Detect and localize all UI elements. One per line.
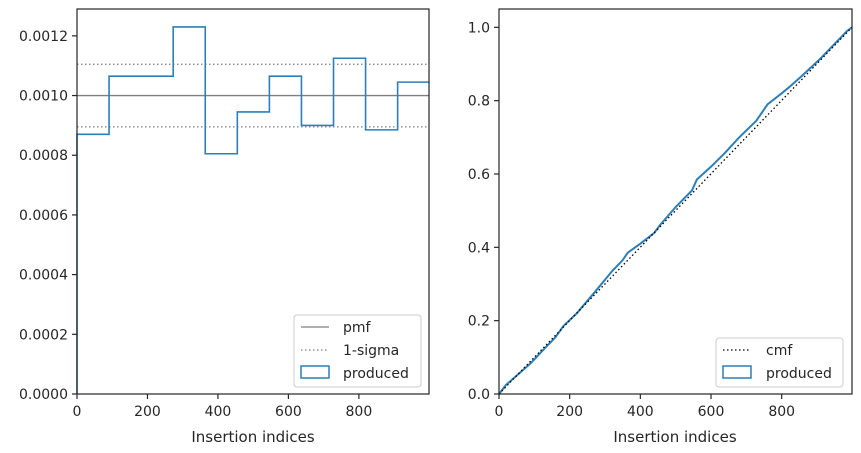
y-tick-label: 0.6 bbox=[468, 167, 490, 183]
pmf-plot: 0 200 400 600 800 0.0000 0.0002 0.0004 0.0006 0.0… bbox=[19, 8, 430, 446]
left-legend-box bbox=[293, 314, 422, 388]
x-tick-label: 400 bbox=[205, 404, 232, 420]
right-x-axis-label: Insertion indices bbox=[613, 428, 736, 446]
x-tick-label: 800 bbox=[346, 404, 373, 420]
legend-produced-swatch bbox=[300, 365, 330, 379]
produced-cumulative-line bbox=[498, 26, 853, 395]
cmf-line bbox=[498, 26, 853, 395]
legend-produced-label: produced bbox=[343, 366, 409, 382]
left-series-layer bbox=[76, 26, 429, 394]
y-tick-label: 0.0000 bbox=[19, 387, 68, 403]
y-tick-label: 0.0004 bbox=[19, 268, 68, 284]
legend-pmf-label: pmf bbox=[343, 320, 372, 336]
left-plot-frame bbox=[76, 8, 430, 395]
right-plot-frame bbox=[498, 8, 853, 395]
x-tick-label: 600 bbox=[698, 404, 725, 420]
y-tick-label: 1.0 bbox=[468, 20, 490, 36]
y-tick-label: 0.0008 bbox=[19, 148, 68, 164]
y-tick-label: 0.4 bbox=[468, 240, 490, 256]
y-tick-label: 0.0012 bbox=[19, 29, 68, 45]
left-legend: pmf 1-sigma produced bbox=[293, 314, 422, 388]
right-plot-area bbox=[499, 9, 852, 394]
right-legend: cmf produced bbox=[715, 337, 844, 388]
produced-step-series bbox=[76, 26, 429, 394]
x-tick-label: 0 bbox=[495, 404, 504, 420]
left-ticks-layer: 0 200 400 600 800 0.0000 0.0002 0.0004 0.0006 0.0… bbox=[19, 29, 372, 420]
right-series-layer bbox=[498, 26, 853, 395]
cmf-plot: 0 200 400 600 800 0.0 0.2 0.4 0.6 0.8 1.0 Insertio… bbox=[468, 8, 853, 446]
x-tick-label: 800 bbox=[768, 404, 795, 420]
y-tick-label: 0.8 bbox=[468, 94, 490, 110]
x-tick-label: 600 bbox=[275, 404, 302, 420]
y-tick-label: 0.0010 bbox=[19, 89, 68, 105]
x-tick-label: 400 bbox=[627, 404, 654, 420]
legend-cmf-label: cmf bbox=[766, 343, 793, 359]
x-tick-label: 200 bbox=[134, 404, 161, 420]
right-ticks-layer: 0 200 400 600 800 0.0 0.2 0.4 0.6 0.8 1.0 bbox=[468, 20, 795, 420]
left-x-axis-label: Insertion indices bbox=[191, 428, 314, 446]
legend-sigma-label: 1-sigma bbox=[343, 343, 399, 359]
legend-produced-label-right: produced bbox=[766, 366, 832, 382]
y-tick-label: 0.0 bbox=[468, 387, 490, 403]
x-tick-label: 200 bbox=[556, 404, 583, 420]
x-tick-label: 0 bbox=[73, 404, 82, 420]
y-tick-label: 0.0006 bbox=[19, 208, 68, 224]
y-tick-label: 0.2 bbox=[468, 314, 490, 330]
legend-produced-swatch-right bbox=[722, 365, 752, 379]
y-tick-label: 0.0002 bbox=[19, 327, 68, 343]
